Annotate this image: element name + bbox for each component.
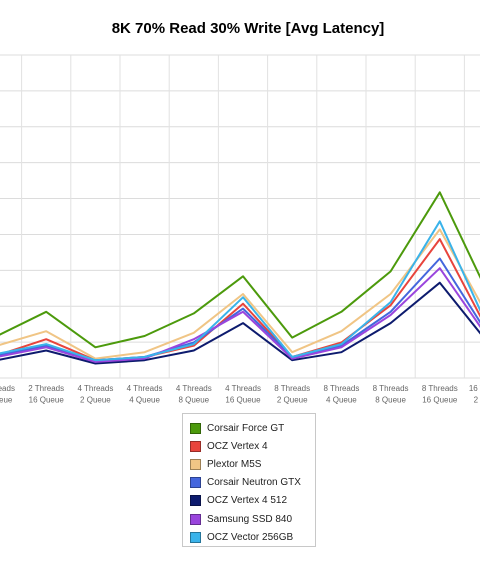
- legend-label: Corsair Force GT: [207, 422, 285, 434]
- series-line-ocz-vertex-4-512: [0, 281, 480, 365]
- series-line-samsung-ssd-840: [0, 267, 480, 363]
- x-tick-label: 8 Threads 2 Queue: [274, 384, 310, 405]
- series-line-ocz-vertex-4: [0, 238, 480, 362]
- series-line-plextor-m5s: [0, 228, 480, 360]
- x-tick-label: 8 Threads 8 Queue: [373, 384, 409, 405]
- legend-swatch: [190, 495, 201, 507]
- legend-swatch: [190, 477, 201, 489]
- legend-label: Samsung SSD 840: [207, 513, 293, 525]
- legend-item: OCZ Vector 256GB: [190, 528, 315, 546]
- legend: Corsair Force GT OCZ Vertex 4 Plextor M5S C…: [182, 413, 316, 547]
- legend-swatch: [190, 531, 201, 543]
- legend-label: Plextor M5S: [207, 458, 262, 470]
- legend-item: Corsair Force GT: [190, 419, 315, 437]
- x-tick-label: 4 Threads 8 Queue: [176, 384, 212, 405]
- x-tick-label: 4 Threads 4 Queue: [127, 384, 163, 405]
- x-tick-label: 8 Threads 16 Queue: [422, 384, 458, 405]
- x-tick-label: 2 Threads 16 Queue: [28, 384, 64, 405]
- legend-item: Samsung SSD 840: [190, 510, 315, 528]
- legend-swatch: [190, 422, 201, 434]
- x-tick-label: 8 Threads 4 Queue: [323, 384, 359, 405]
- legend-swatch: [190, 513, 201, 525]
- legend-swatch: [190, 458, 201, 470]
- legend-item: OCZ Vertex 4: [190, 437, 315, 455]
- legend-label: OCZ Vector 256GB: [207, 531, 294, 543]
- chart-title: 8K 70% Read 30% Write [Avg Latency]: [111, 20, 385, 37]
- legend-item: Plextor M5S: [190, 455, 315, 473]
- legend-swatch: [190, 440, 201, 452]
- legend-label: OCZ Vertex 4 512: [207, 495, 288, 507]
- x-tick-label: 4 Threads 16 Queue: [225, 384, 261, 405]
- series-line-corsair-force-gt: [0, 191, 480, 349]
- x-tick-label: 4 Threads 2 Queue: [77, 384, 113, 405]
- legend-item: Corsair Neutron GTX: [190, 474, 315, 492]
- series-lines: [0, 191, 480, 365]
- legend-item: OCZ Vertex 4 512: [190, 492, 315, 510]
- series-line-ocz-vector-256gb: [0, 220, 480, 362]
- legend-label: Corsair Neutron GTX: [207, 477, 301, 489]
- legend-label: OCZ Vertex 4: [207, 440, 268, 452]
